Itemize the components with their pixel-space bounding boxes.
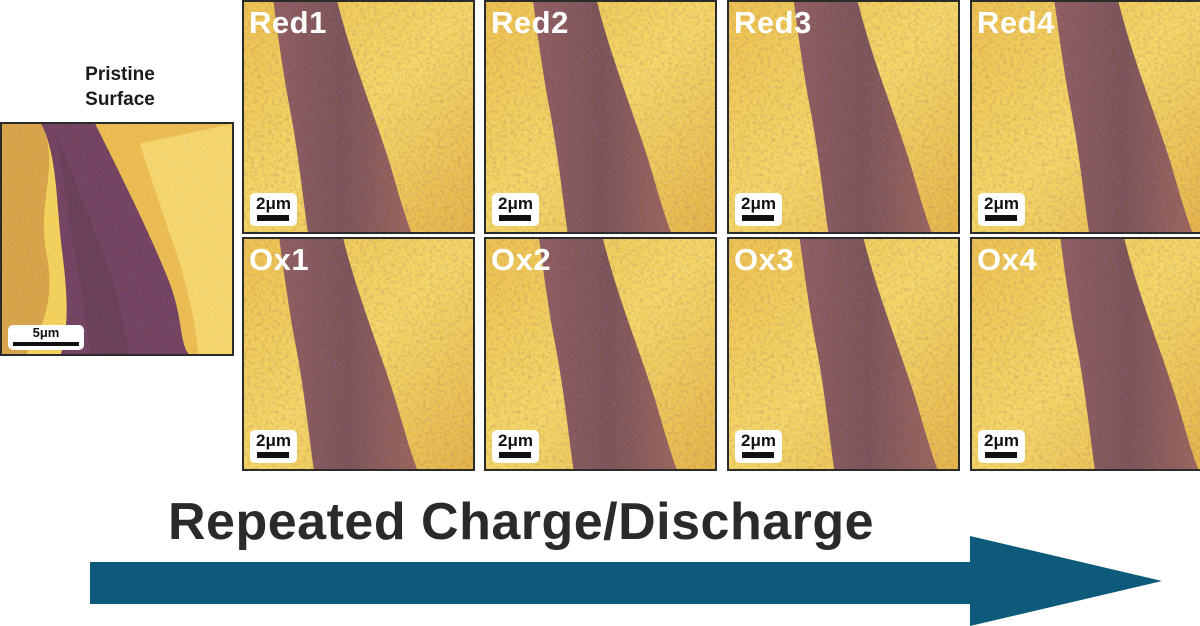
afm-map (729, 239, 958, 469)
panel-label: Red3 (734, 5, 812, 40)
scale-bar: 2μm (978, 430, 1025, 463)
scale-line (257, 215, 290, 221)
afm-map (729, 2, 958, 232)
scale-bar: 2μm (735, 430, 782, 463)
afm-panel-ox1: Ox1 2μm (242, 237, 475, 471)
scale-bar: 2μm (250, 193, 297, 226)
scale-line (742, 452, 775, 458)
afm-map (486, 2, 715, 232)
scale-bar: 2μm (492, 193, 539, 226)
scale-label: 2μm (498, 431, 533, 450)
panel-label: Red1 (249, 5, 327, 40)
scale-bar: 2μm (492, 430, 539, 463)
pristine-scale-label: 5μm (32, 325, 60, 340)
scale-line (985, 452, 1018, 458)
scale-bar: 2μm (978, 193, 1025, 226)
scale-bar: 2μm (735, 193, 782, 226)
panel-label: Ox2 (491, 242, 552, 277)
afm-panel-ox2: Ox2 2μm (484, 237, 717, 471)
panel-label: Ox1 (249, 242, 310, 277)
scale-line (499, 215, 532, 221)
scale-label: 2μm (741, 194, 776, 213)
pristine-scale-bar: 5μm (8, 325, 84, 350)
pristine-title-line2: Surface (85, 89, 155, 110)
scale-label: 2μm (256, 194, 291, 213)
afm-panel-red4: Red4 2μm (970, 0, 1200, 234)
scale-line (257, 452, 290, 458)
afm-panel-red3: Red3 2μm (727, 0, 960, 234)
pristine-surface-image: 5μm (0, 122, 234, 356)
panel-label: Ox4 (977, 242, 1038, 277)
scale-label: 2μm (256, 431, 291, 450)
scale-line (499, 452, 532, 458)
panel-label: Ox3 (734, 242, 795, 277)
scale-label: 2μm (984, 194, 1019, 213)
pristine-scale-line (13, 342, 79, 346)
afm-panel-ox3: Ox3 2μm (727, 237, 960, 471)
panel-label: Red4 (977, 5, 1055, 40)
scale-line (742, 215, 775, 221)
afm-panel-ox4: Ox4 2μm (970, 237, 1200, 471)
scale-label: 2μm (498, 194, 533, 213)
scale-label: 2μm (741, 431, 776, 450)
scale-line (985, 215, 1018, 221)
scale-bar: 2μm (250, 430, 297, 463)
process-arrow (90, 536, 1162, 626)
panel-label: Red2 (491, 5, 569, 40)
afm-panel-red2: Red2 2μm (484, 0, 717, 234)
afm-panel-red1: Red1 2μm (242, 0, 475, 234)
caption-text: Repeated Charge/Discharge (168, 493, 875, 551)
pristine-title: Pristine Surface (40, 62, 200, 112)
pristine-title-line1: Pristine (85, 64, 155, 85)
pristine-afm-map (2, 124, 232, 354)
scale-label: 2μm (984, 431, 1019, 450)
